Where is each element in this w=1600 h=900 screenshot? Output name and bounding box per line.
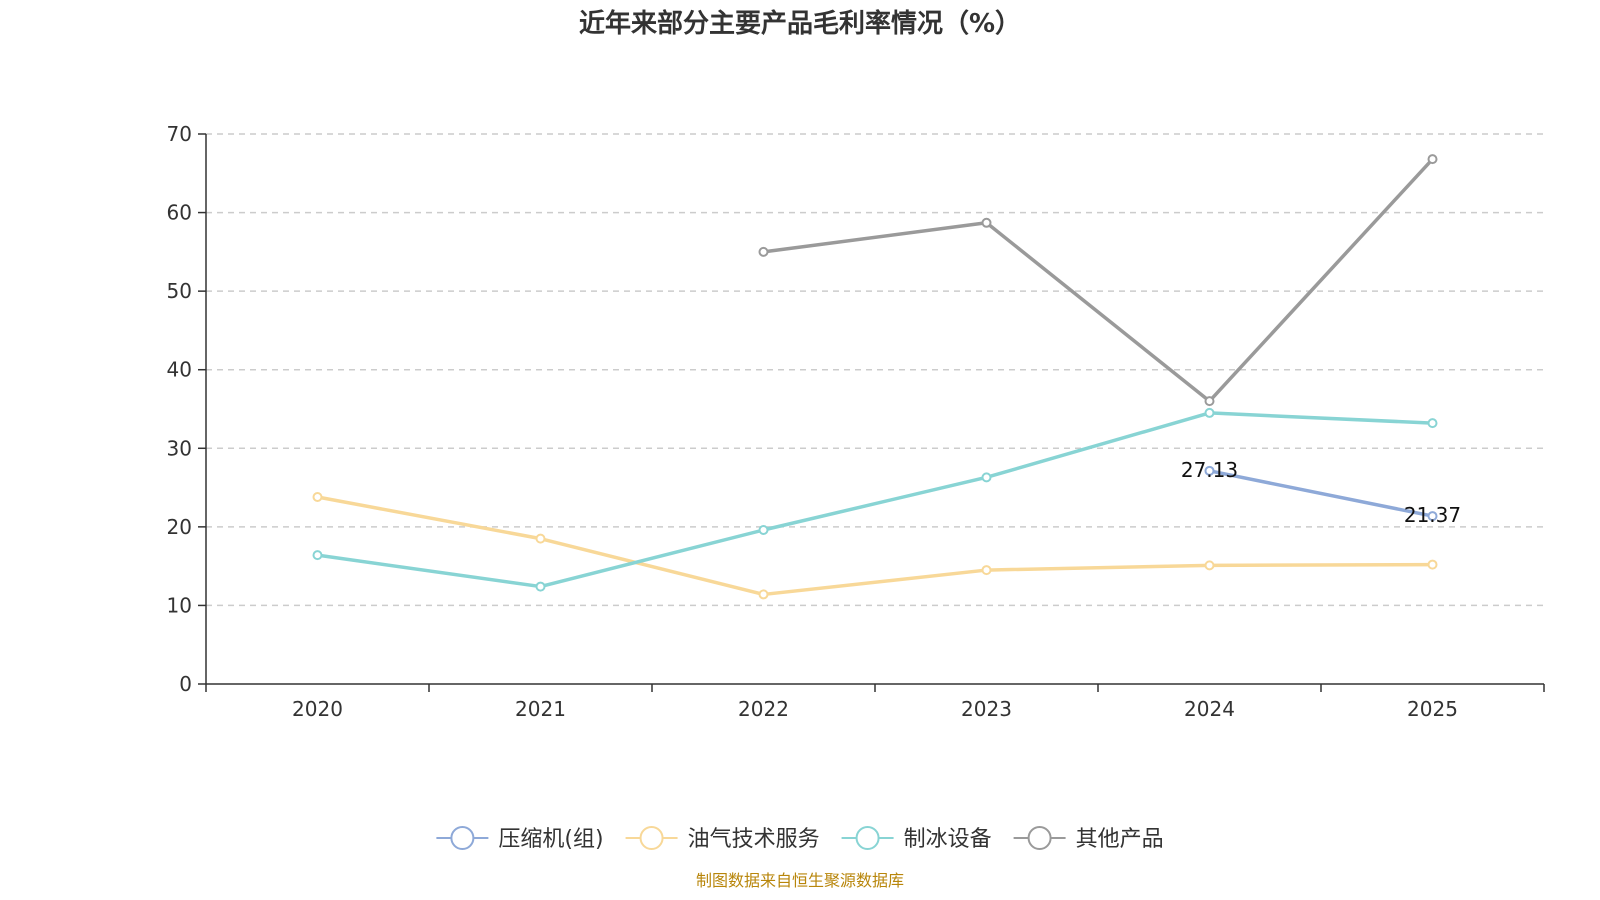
data-point[interactable] xyxy=(981,217,992,228)
data-point[interactable] xyxy=(1204,560,1215,571)
series-1 xyxy=(312,492,1438,600)
legend-item[interactable]: 其他产品 xyxy=(1013,826,1164,852)
legend-label: 制冰设备 xyxy=(904,827,992,852)
series-layer: 27.13 21.37 xyxy=(312,154,1461,600)
data-point[interactable] xyxy=(535,581,546,592)
legend[interactable]: 压缩机(组) 油气技术服务 制冰设备 其他产品 xyxy=(436,826,1164,852)
y-tick-label: 40 xyxy=(167,358,192,382)
y-tick-label: 30 xyxy=(167,436,192,460)
data-point[interactable] xyxy=(758,525,769,535)
chart-title: 近年来部分主要产品毛利率情况（%） xyxy=(579,8,1021,39)
data-point[interactable] xyxy=(981,565,992,576)
y-tick-label: 60 xyxy=(167,201,192,225)
data-point[interactable] xyxy=(1204,407,1215,418)
data-point[interactable] xyxy=(312,492,323,502)
series-3 xyxy=(758,154,1438,407)
data-point[interactable] xyxy=(758,589,769,600)
data-point[interactable] xyxy=(981,472,992,483)
legend-circle-icon xyxy=(855,826,880,850)
data-label: 21.37 xyxy=(1404,503,1461,527)
data-label: 27.13 xyxy=(1181,458,1238,482)
y-tick-label: 10 xyxy=(167,593,192,617)
series-line xyxy=(763,157,1434,403)
legend-label: 其他产品 xyxy=(1076,827,1164,852)
series-line xyxy=(1209,469,1433,518)
data-point[interactable] xyxy=(1427,154,1438,165)
data-point[interactable] xyxy=(1204,465,1215,476)
legend-circle-icon xyxy=(450,826,475,850)
legend-item[interactable]: 油气技术服务 xyxy=(625,826,820,852)
legend-circle-icon xyxy=(1027,826,1052,850)
legend-label: 油气技术服务 xyxy=(688,827,820,852)
data-point[interactable] xyxy=(1427,418,1438,429)
series-line xyxy=(317,495,1433,597)
legend-circle-icon xyxy=(639,826,664,850)
series-line xyxy=(317,411,1433,589)
legend-item[interactable]: 制冰设备 xyxy=(841,826,992,852)
y-tick-label: 0 xyxy=(179,672,192,696)
x-tick-label: 2020 xyxy=(292,697,343,721)
source-note: 制图数据来自恒生聚源数据库 xyxy=(696,871,904,890)
x-tick-label: 2021 xyxy=(515,697,566,721)
data-point[interactable] xyxy=(1427,559,1438,570)
series-0: 27.13 21.37 xyxy=(1181,458,1461,527)
x-tick-label: 2022 xyxy=(738,697,789,721)
data-point[interactable] xyxy=(312,550,323,561)
legend-item[interactable]: 压缩机(组) xyxy=(436,826,604,852)
data-point[interactable] xyxy=(1204,396,1215,407)
data-point[interactable] xyxy=(1427,511,1438,522)
y-tick-label: 20 xyxy=(167,515,192,539)
data-point[interactable] xyxy=(758,246,769,257)
axes: 0 10 20 30 40 50 60 70 2020 2021 2022 2023 2024 2025 xyxy=(167,122,1545,721)
series-2 xyxy=(312,407,1438,592)
legend-label: 压缩机(组) xyxy=(498,827,603,852)
x-tick-label: 2025 xyxy=(1407,697,1458,721)
grid xyxy=(206,133,1544,607)
data-point[interactable] xyxy=(535,533,546,544)
y-tick-label: 50 xyxy=(167,279,192,303)
y-tick-label: 70 xyxy=(167,122,192,146)
x-tick-label: 2024 xyxy=(1184,697,1235,721)
x-tick-label: 2023 xyxy=(961,697,1012,721)
